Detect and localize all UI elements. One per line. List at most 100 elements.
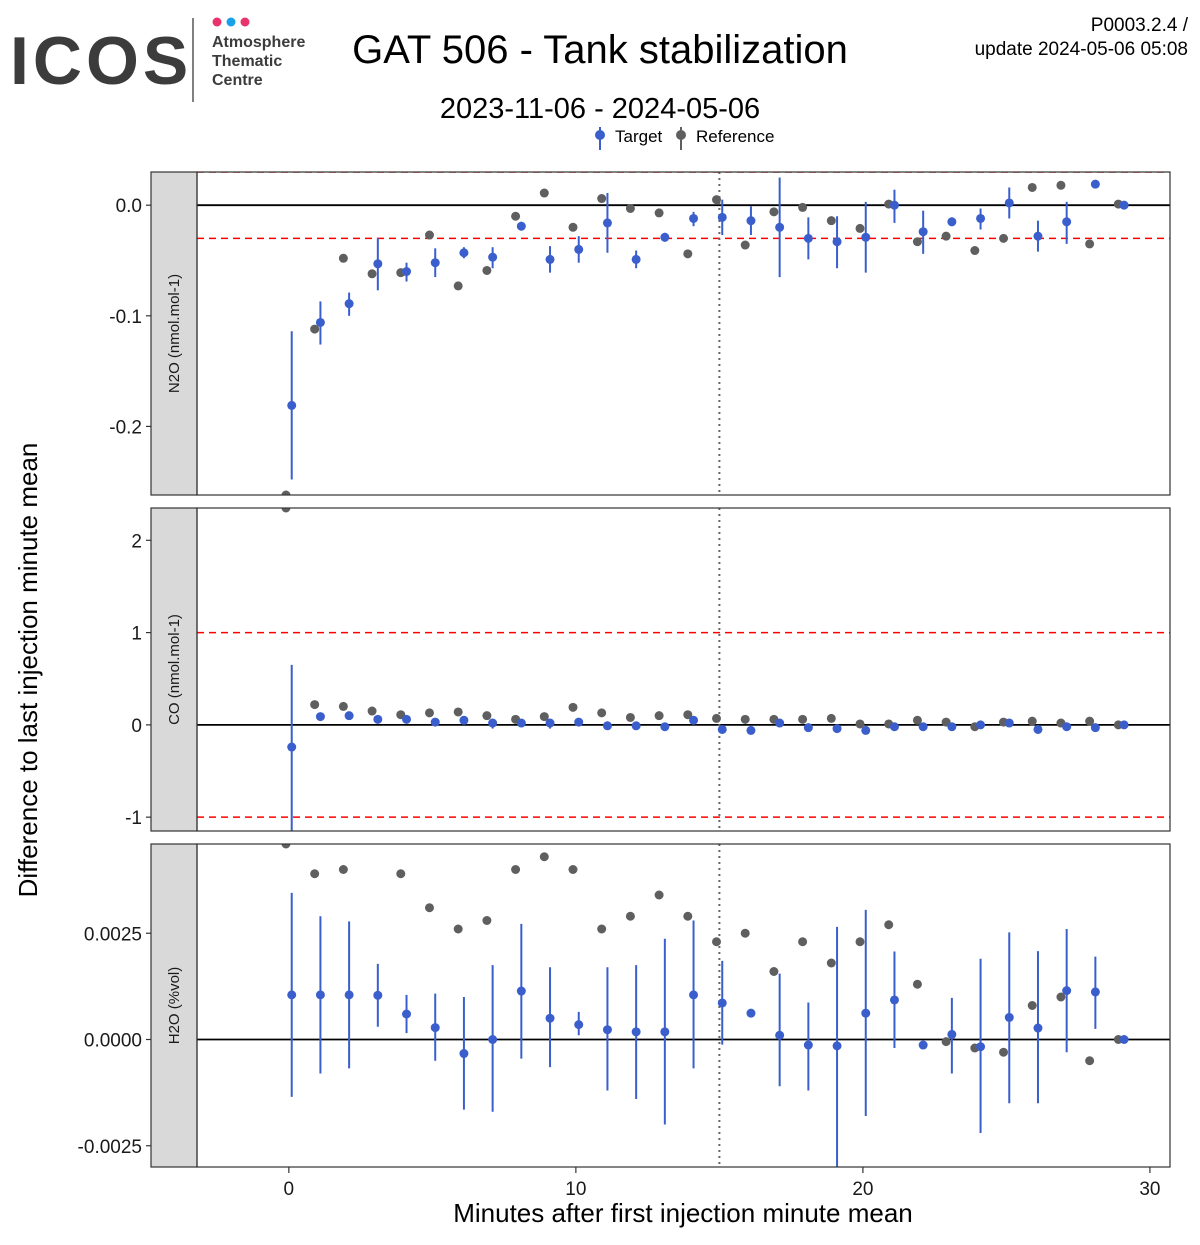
reference-point — [424, 230, 434, 240]
target-point — [545, 718, 555, 728]
reference-point — [654, 208, 664, 218]
target-point — [459, 248, 469, 258]
reference-point — [769, 207, 779, 217]
y-tick-label: 0.0000 — [84, 1031, 142, 1052]
reference-point — [453, 924, 463, 934]
target-point — [1033, 724, 1043, 734]
reference-point — [999, 233, 1009, 243]
target-point — [746, 1008, 756, 1018]
target-point — [775, 718, 785, 728]
target-point — [1090, 723, 1100, 733]
reference-point — [912, 715, 922, 725]
target-point — [373, 259, 383, 269]
target-point — [516, 986, 526, 996]
plot-area — [197, 172, 1170, 495]
plot-area — [197, 508, 1170, 831]
panels: N2O (nmol.mol-1) 0.0 -0.1 -0.2 CO (nmol.mol-… — [78, 171, 1171, 1168]
reference-point — [798, 714, 808, 724]
target-point — [803, 233, 813, 243]
panel-strip-label: CO (nmol.mol-1) — [166, 614, 183, 725]
target-point — [287, 742, 297, 752]
reference-point — [597, 194, 607, 204]
target-point — [373, 714, 383, 724]
target-point — [602, 721, 612, 731]
reference-point — [798, 202, 808, 212]
target-point — [918, 1040, 928, 1050]
target-point — [918, 227, 928, 237]
panel-strip — [150, 171, 198, 496]
y-tick-label: 0.0 — [116, 196, 142, 217]
target-point — [430, 1023, 440, 1033]
target-point — [574, 244, 584, 254]
target-point — [832, 237, 842, 247]
reference-point — [1085, 239, 1095, 249]
target-point — [976, 1042, 986, 1052]
target-point — [746, 216, 756, 226]
target-point — [459, 1049, 469, 1059]
target-point — [976, 213, 986, 223]
x-tick-label: 10 — [565, 1179, 586, 1200]
target-point — [631, 721, 641, 731]
target-point — [315, 712, 325, 722]
reference-point — [654, 890, 664, 900]
target-point — [660, 232, 670, 242]
target-point — [889, 200, 899, 210]
panel-border — [196, 507, 1171, 832]
reference-point — [310, 324, 320, 334]
target-point — [775, 222, 785, 232]
target-point — [1119, 200, 1129, 210]
chart-title: GAT 506 - Tank stabilization — [352, 28, 848, 72]
target-point — [861, 232, 871, 242]
target-point — [344, 299, 354, 309]
target-point — [918, 722, 928, 732]
panel-border — [196, 171, 1171, 496]
reference-point — [1027, 182, 1037, 192]
target-point — [689, 990, 699, 1000]
target-point — [574, 1020, 584, 1030]
reference-point — [683, 911, 693, 921]
target-point — [488, 252, 498, 262]
reference-point — [654, 711, 664, 721]
logo-dot-1 — [212, 17, 222, 27]
target-point — [1033, 231, 1043, 241]
target-point — [1062, 986, 1072, 996]
reference-point — [482, 916, 492, 925]
target-point — [976, 720, 986, 730]
target-point — [746, 725, 756, 735]
target-point — [889, 995, 899, 1005]
x-tick-label: 0 — [284, 1179, 295, 1200]
target-point — [832, 724, 842, 734]
reference-point — [568, 865, 578, 874]
org-line-3: Centre — [212, 72, 263, 89]
target-point — [315, 317, 325, 327]
reference-point — [1027, 716, 1037, 726]
target-point — [1119, 1035, 1129, 1044]
target-point — [344, 990, 354, 1000]
target-point — [488, 718, 498, 728]
target-point — [889, 722, 899, 732]
target-point — [775, 1030, 785, 1040]
x-tick-label: 20 — [852, 1179, 873, 1200]
reference-point — [453, 281, 463, 291]
y-axis-label: Difference to last injection minute mean — [13, 443, 43, 898]
x-tick-label: 30 — [1139, 1179, 1160, 1200]
panel-1: N2O (nmol.mol-1) 0.0 -0.1 -0.2 — [109, 171, 1171, 496]
reference-point — [1085, 1056, 1095, 1066]
reference-point — [855, 937, 865, 947]
y-tick-label: -0.0025 — [78, 1137, 142, 1158]
target-point — [717, 724, 727, 734]
reference-point — [539, 852, 549, 862]
reference-point — [884, 920, 894, 930]
legend: Target Reference — [595, 127, 774, 150]
target-point — [602, 218, 612, 228]
reference-point — [281, 490, 291, 495]
target-point — [402, 267, 412, 277]
reference-point — [338, 865, 348, 874]
target-point — [545, 1013, 555, 1023]
target-point — [803, 1040, 813, 1050]
reference-point — [826, 216, 836, 226]
target-point — [574, 717, 584, 727]
icos-logo-text: ICOS — [10, 23, 192, 99]
x-axis-label: Minutes after first injection minute mea… — [453, 1198, 913, 1228]
